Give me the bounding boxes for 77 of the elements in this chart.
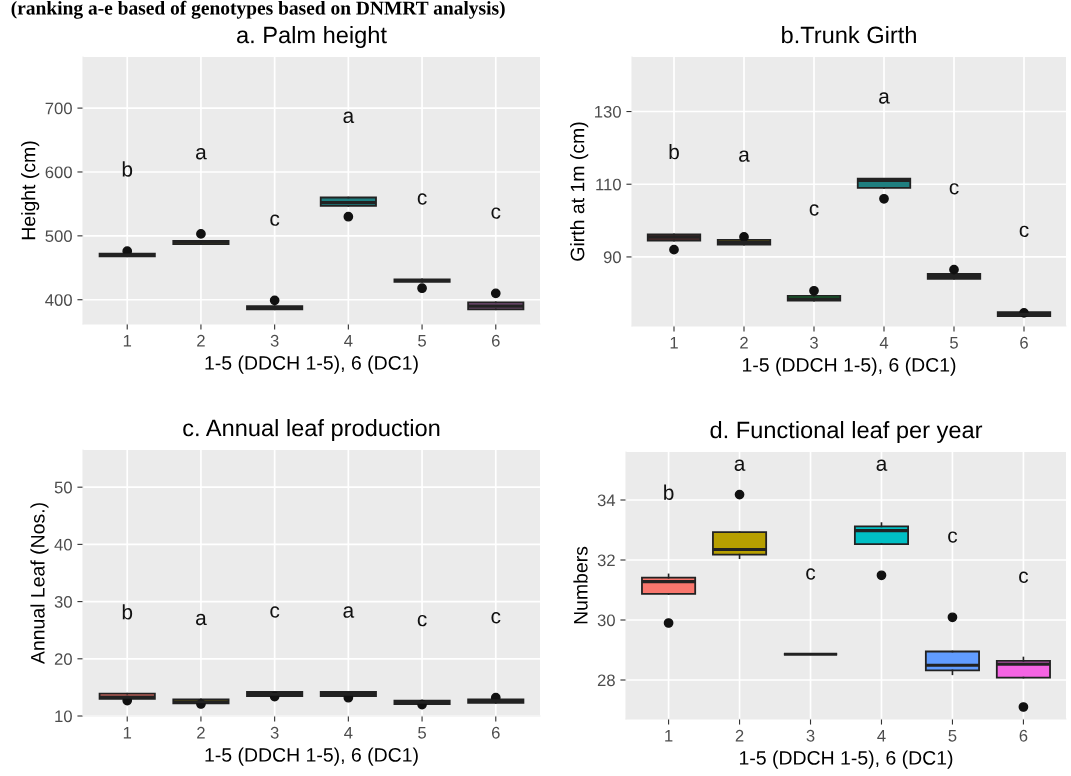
y-tick-label: 30 — [597, 614, 615, 627]
x-axis-title: 1-5 (DDCH 1-5), 6 (DC1) — [205, 747, 418, 766]
annotation: b — [669, 143, 679, 160]
annotation: a — [343, 111, 355, 124]
y-tick-label: 700 — [45, 102, 72, 115]
x-tick-label: 5 — [950, 337, 958, 349]
x-tick-label: 3 — [806, 729, 815, 742]
x-tick-label: 5 — [418, 727, 426, 739]
annotation: b — [122, 604, 133, 620]
chart-title: c. Annual leaf production — [183, 419, 440, 442]
x-tick-label: 6 — [491, 726, 500, 739]
x-tick-label: 2 — [740, 336, 748, 349]
x-axis-title: 1-5 (DDCH 1-5), 6 (DC1) — [742, 357, 956, 376]
annotation: c — [1019, 571, 1029, 583]
y-tick-label: 40 — [54, 538, 72, 551]
y-tick-label: 600 — [45, 166, 72, 179]
annotation: a — [879, 92, 890, 104]
x-tick-label: 4 — [879, 337, 889, 349]
y-tick-label: 400 — [45, 294, 72, 306]
y-tick-label: 110 — [596, 178, 621, 191]
chart-title: d. Functional leaf per year — [710, 421, 983, 444]
y-tick-label: 32 — [597, 554, 615, 567]
x-tick-label: 2 — [735, 729, 744, 742]
y-tick-label: 50 — [54, 481, 72, 494]
y-axis-title: Girth at 1m (cm) — [570, 122, 589, 261]
y-tick-label: 130 — [595, 105, 621, 118]
x-tick-label: 6 — [1020, 336, 1028, 349]
x-tick-label: 1 — [665, 730, 673, 742]
y-axis-title: Annual Leaf (Nos.) — [30, 503, 49, 665]
annotation: c — [491, 207, 501, 219]
annotation: a — [734, 459, 746, 471]
x-tick-label: 2 — [197, 334, 205, 347]
annotation: b — [122, 161, 133, 177]
y-tick-label: 34 — [597, 494, 616, 507]
x-axis-title: 1-5 (DDCH 1-5), 6 (DC1) — [205, 355, 418, 374]
annotation: c — [809, 204, 819, 216]
y-axis-title: Height (cm) — [21, 141, 40, 240]
annotation: c — [417, 193, 427, 205]
x-tick-label: 2 — [197, 726, 205, 739]
x-tick-label: 6 — [491, 334, 500, 347]
y-axis-title: Numbers — [573, 546, 588, 624]
x-tick-label: 5 — [418, 335, 426, 347]
x-tick-label: 3 — [270, 334, 279, 347]
x-tick-label: 4 — [344, 727, 353, 739]
annotation: a — [343, 606, 355, 618]
chart-subtitle: (ranking a-e based of genotypes based on DNMRT analysis) — [11, 0, 505, 19]
y-tick-label: 500 — [45, 230, 72, 243]
x-tick-label: 5 — [948, 730, 957, 742]
y-tick-label: 90 — [603, 251, 621, 264]
x-tick-label: 3 — [270, 726, 279, 739]
y-tick-label: 20 — [54, 653, 72, 665]
x-tick-label: 1 — [123, 335, 132, 347]
x-tick-label: 4 — [877, 730, 886, 742]
annotation: c — [491, 612, 501, 624]
annotation: a — [196, 148, 207, 160]
annotation: c — [270, 214, 280, 226]
annotation: c — [806, 568, 816, 580]
annotation: c — [948, 531, 958, 543]
x-tick-label: 1 — [123, 727, 132, 739]
annotation: c — [949, 183, 959, 195]
chart-title: b.Trunk Girth — [782, 26, 916, 44]
annotation: c — [417, 614, 427, 627]
y-tick-label: 30 — [54, 595, 72, 608]
x-axis-title: 1-5 (DDCH 1-5), 6 (DC1) — [739, 750, 953, 769]
annotation: a — [196, 613, 207, 626]
x-tick-label: 6 — [1019, 729, 1028, 742]
annotation: a — [739, 150, 750, 162]
annotation: c — [270, 606, 280, 618]
x-tick-label: 1 — [670, 337, 678, 349]
y-tick-label: 28 — [597, 674, 615, 687]
annotation: b — [664, 484, 674, 500]
annotation: c — [1019, 225, 1029, 238]
y-tick-label: 10 — [55, 710, 72, 723]
chart-title: a. Palm height — [237, 26, 387, 49]
x-tick-label: 3 — [810, 336, 818, 349]
annotation: a — [876, 459, 888, 471]
x-tick-label: 4 — [344, 335, 353, 347]
